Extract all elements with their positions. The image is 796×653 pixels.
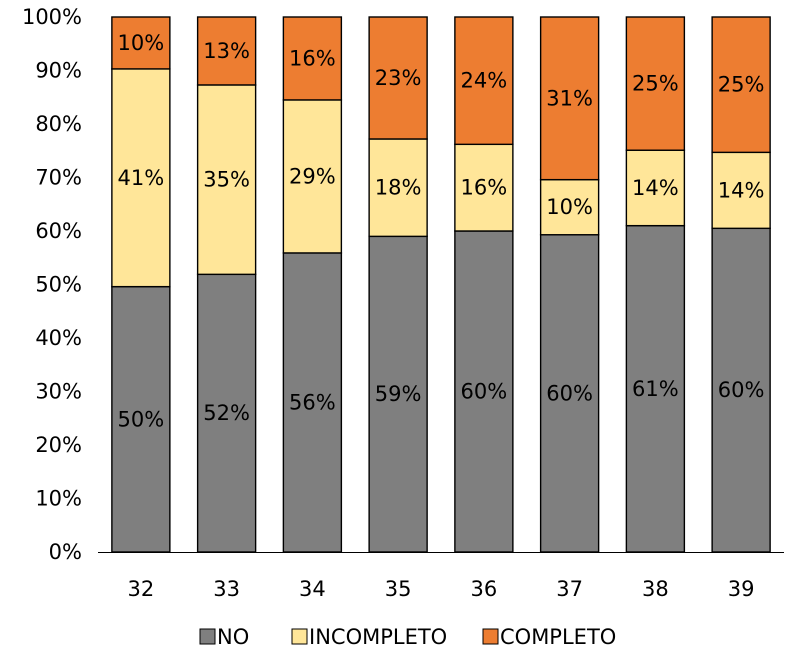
bar-no-35 [368,235,428,553]
y-tick-label: 50% [35,273,82,297]
data-label: 16% [461,176,508,200]
y-tick-label: 90% [35,59,82,83]
y-tick-label: 10% [35,487,82,511]
data-label: 25% [632,72,679,96]
legend-swatch-no [199,628,216,645]
data-label: 10% [118,31,165,55]
bars [111,16,771,553]
bar-incompleto-39 [711,151,771,230]
legend-label: INCOMPLETO [309,625,447,649]
x-tick-label: 33 [213,577,240,601]
bar-no-38 [625,224,686,553]
data-labels: 50% 41% 10% 52% 35% 13% 56% 29% 16% 59% 18% 23% 60% 1… [118,31,765,431]
bar-completo-39 [711,16,771,154]
bar-completo-34 [282,16,343,101]
x-tick-label: 35 [385,577,412,601]
data-label: 56% [289,390,336,414]
legend-swatch-completo [482,628,499,645]
data-label: 23% [375,66,422,90]
data-label: 24% [461,69,508,93]
y-tick-label: 0% [49,540,82,564]
x-axis-ticks: 32 33 34 35 36 37 38 39 [128,577,755,601]
bar-completo-33 [196,16,257,86]
legend-label: NO [217,625,249,649]
data-label: 50% [118,407,165,431]
legend-label: COMPLETO [500,625,616,649]
data-label: 52% [203,401,250,425]
bar-completo-37 [539,16,600,181]
data-label: 10% [546,195,593,219]
data-label: 35% [203,168,250,192]
bar-no-33 [196,273,257,553]
y-tick-label: 20% [35,433,82,457]
y-tick-label: 40% [35,326,82,350]
y-tick-label: 60% [35,219,82,243]
y-tick-label: 70% [35,166,82,190]
bar-no-32 [111,285,171,553]
bar-incompleto-38 [625,149,686,227]
data-label: 59% [375,382,422,406]
y-tick-label: 100% [22,5,82,29]
bar-completo-35 [368,16,428,140]
bar-completo-38 [625,16,686,151]
y-tick-label: 30% [35,380,82,404]
data-label: 16% [289,46,336,70]
data-label: 31% [546,86,593,110]
bar-incompleto-34 [282,99,343,254]
data-label: 60% [718,378,765,402]
y-axis-ticks: 0% 10% 20% 30% 40% 50% 60% 70% 80% 90% 100% [22,5,82,564]
data-label: 13% [203,39,250,63]
data-label: 60% [461,380,508,404]
x-tick-label: 37 [556,577,583,601]
bar-completo-36 [454,16,514,146]
data-label: 25% [718,73,765,97]
data-label: 41% [118,166,165,190]
x-tick-label: 36 [471,577,498,601]
x-tick-label: 34 [299,577,326,601]
x-tick-label: 39 [728,577,755,601]
bar-incompleto-33 [196,84,257,276]
bar-incompleto-32 [111,68,171,288]
data-label: 60% [546,381,593,405]
legend: NO INCOMPLETO COMPLETO [199,625,616,649]
x-tick-label: 32 [128,577,155,601]
x-tick-label: 38 [642,577,669,601]
bar-incompleto-35 [368,138,428,238]
data-label: 29% [289,164,336,188]
data-label: 14% [718,178,765,202]
data-label: 61% [632,377,679,401]
data-label: 14% [632,176,679,200]
data-label: 18% [375,176,422,200]
bar-completo-32 [111,16,171,70]
y-tick-label: 80% [35,112,82,136]
bar-incompleto-37 [539,178,600,236]
bar-no-37 [539,234,600,553]
legend-swatch-incompleto [291,628,308,645]
